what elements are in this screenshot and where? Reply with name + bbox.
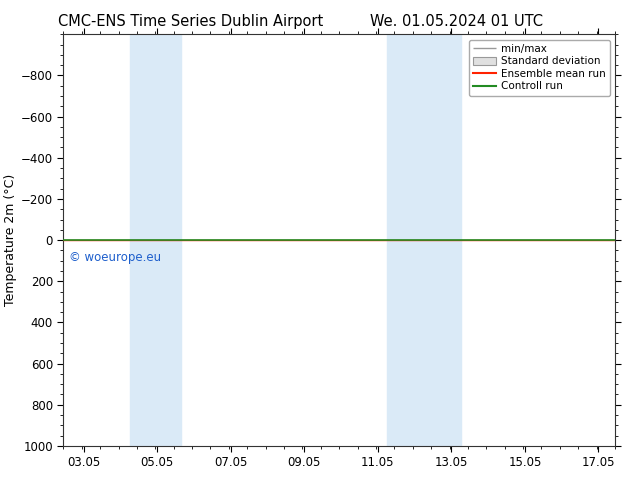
Text: CMC-ENS Time Series Dublin Airport: CMC-ENS Time Series Dublin Airport <box>58 14 323 29</box>
Text: We. 01.05.2024 01 UTC: We. 01.05.2024 01 UTC <box>370 14 543 29</box>
Bar <box>387 34 460 446</box>
Text: © woeurope.eu: © woeurope.eu <box>69 251 161 265</box>
Y-axis label: Temperature 2m (°C): Temperature 2m (°C) <box>4 174 16 306</box>
Legend: min/max, Standard deviation, Ensemble mean run, Controll run: min/max, Standard deviation, Ensemble me… <box>469 40 610 96</box>
Bar <box>129 34 181 446</box>
